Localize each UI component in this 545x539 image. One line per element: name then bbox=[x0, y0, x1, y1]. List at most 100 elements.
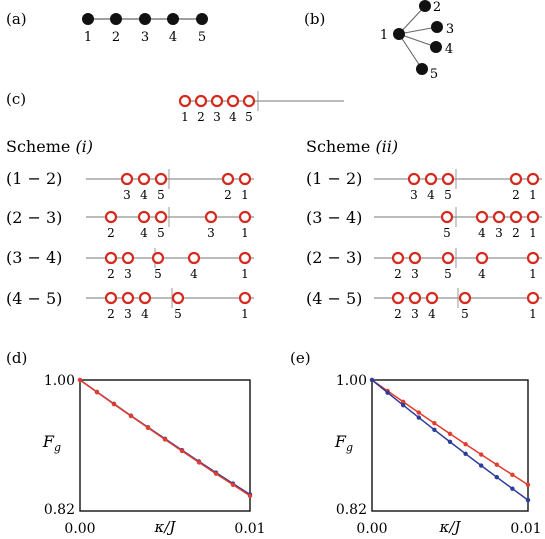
scheme-ii-ring bbox=[391, 251, 405, 265]
scheme-ii-ring bbox=[425, 291, 439, 305]
star-b-bond bbox=[398, 5, 426, 35]
scheme-i-site-label: 1 bbox=[241, 226, 249, 240]
chart-d-data-point bbox=[94, 389, 100, 395]
chart-e-data-point bbox=[525, 482, 531, 487]
star-b-bond bbox=[398, 33, 437, 48]
scheme-i-site-label: 3 bbox=[124, 267, 132, 281]
scheme-i-ring bbox=[121, 291, 135, 305]
scheme-ii-ring bbox=[408, 251, 422, 265]
scheme-ii-ring bbox=[526, 210, 540, 224]
scheme-ii-ring bbox=[424, 172, 438, 186]
chart-e-data-point bbox=[432, 427, 437, 432]
chart-d-data-point bbox=[213, 471, 219, 476]
star-b-leaf-node bbox=[431, 21, 443, 33]
scheme-i-ring bbox=[104, 210, 118, 224]
scheme-i-site-label: 4 bbox=[140, 188, 148, 202]
scheme-i-site-label: 3 bbox=[124, 307, 132, 321]
scheme-ii-row-label: (3 − 4) bbox=[306, 208, 362, 227]
scheme-ii-site-label: 4 bbox=[478, 226, 486, 240]
chain-c-ring bbox=[194, 94, 208, 108]
scheme-i-ring bbox=[154, 172, 168, 186]
scheme-ii-site-label: 3 bbox=[410, 188, 418, 202]
chain-a: 1 2 3 4 5 bbox=[82, 13, 208, 45]
chart-e-data-point bbox=[385, 390, 390, 395]
scheme-ii-ring bbox=[509, 210, 523, 224]
scheme-i-title: Scheme (i) bbox=[6, 137, 93, 156]
chart-e-data-point bbox=[447, 439, 453, 445]
chart-e-data-point bbox=[479, 452, 484, 457]
scheme-ii-row-label: (4 − 5) bbox=[306, 289, 362, 308]
chart-e: 1.00 0.82 0.00 0.01 κ/J Fg bbox=[334, 373, 542, 537]
star-b-leaf-node bbox=[419, 0, 431, 12]
star-b-leaf-label: 2 bbox=[433, 0, 441, 15]
chart-d: 1.00 0.82 0.00 0.01 κ/J Fg bbox=[42, 373, 266, 537]
scheme-ii-site-label: 5 bbox=[461, 307, 469, 321]
scheme-i-site-label: 3 bbox=[123, 188, 131, 202]
chain-c-label: 5 bbox=[245, 110, 253, 124]
chart-e-data-point bbox=[463, 451, 468, 456]
scheme-i-ring bbox=[104, 251, 118, 265]
chart-e-ytick: 1.00 bbox=[336, 373, 367, 389]
scheme-ii-ring bbox=[475, 210, 489, 224]
scheme-i-ring bbox=[238, 172, 252, 186]
scheme-i-title-roman: (i) bbox=[75, 137, 93, 156]
scheme-i-site-label: 4 bbox=[140, 226, 148, 240]
scheme-i-title-word: Scheme bbox=[6, 137, 70, 156]
chain-c-label: 1 bbox=[181, 110, 189, 124]
scheme-ii-site-label: 1 bbox=[529, 307, 537, 321]
chart-d-xtick: 0.01 bbox=[234, 521, 265, 537]
scheme-i-ring bbox=[204, 210, 218, 224]
chain-c-ring bbox=[226, 94, 240, 108]
chart-e-xlabel: κ/J bbox=[439, 518, 462, 536]
chart-e-xtick: 0.00 bbox=[356, 521, 387, 537]
scheme-i-row-label: (1 − 2) bbox=[6, 169, 62, 188]
chart-e-data-point bbox=[510, 486, 515, 491]
scheme-i-site-label: 2 bbox=[107, 307, 115, 321]
scheme-ii-site-label: 2 bbox=[512, 226, 520, 240]
panel-label-d: (d) bbox=[6, 349, 27, 367]
scheme-ii-ring bbox=[526, 172, 540, 186]
chart-d-data-point bbox=[230, 482, 236, 487]
scheme-i-row-label: (3 − 4) bbox=[6, 248, 62, 267]
chain-a-node bbox=[167, 13, 179, 25]
scheme-i-site-label: 5 bbox=[157, 188, 165, 202]
chart-e-ylabel: Fg bbox=[334, 432, 353, 454]
chain-c-label: 3 bbox=[213, 110, 221, 124]
chain-a-label: 5 bbox=[198, 30, 206, 45]
chain-a-label: 2 bbox=[112, 30, 120, 45]
scheme-ii-site-label: 4 bbox=[478, 267, 486, 281]
chart-d-data-point bbox=[196, 460, 202, 465]
chart-d-frame bbox=[79, 379, 251, 512]
scheme-i-site-label: 2 bbox=[107, 267, 115, 281]
scheme-i-site-label: 1 bbox=[241, 188, 249, 202]
chart-d-data-point bbox=[145, 425, 151, 431]
scheme-ii-site-label: 5 bbox=[444, 188, 452, 202]
scheme-ii-ring bbox=[458, 291, 472, 305]
chart-d-ytick: 0.82 bbox=[44, 502, 75, 518]
chart-d-data-point bbox=[77, 377, 83, 383]
chart-d-ylabel: Fg bbox=[42, 432, 61, 454]
chart-e-data-point bbox=[369, 377, 375, 383]
chart-e-data-point bbox=[432, 421, 437, 426]
scheme-i-ring bbox=[238, 210, 252, 224]
scheme-i-ring bbox=[171, 291, 185, 305]
scheme-i-ring bbox=[187, 251, 201, 265]
chain-a-node bbox=[139, 13, 151, 25]
panel-label-e: (e) bbox=[290, 349, 311, 367]
scheme-i-ring bbox=[104, 291, 118, 305]
scheme-ii-ring bbox=[509, 172, 523, 186]
scheme-i-chains: 3 4 5 2 12 4 5 3 12 3 5 4 12 3 4 5 1 bbox=[86, 169, 254, 321]
scheme-ii-ring bbox=[441, 251, 455, 265]
scheme-i-site-label: 5 bbox=[174, 307, 182, 321]
scheme-i-ring bbox=[120, 172, 134, 186]
scheme-i-ring bbox=[121, 251, 135, 265]
chart-e-data-point bbox=[416, 410, 421, 415]
panel-label-b: (b) bbox=[304, 10, 325, 28]
scheme-i-site-label: 5 bbox=[154, 267, 162, 281]
scheme-ii-title: Scheme (ii) bbox=[306, 137, 398, 156]
chart-e-data-point bbox=[416, 415, 421, 420]
star-b-center-node bbox=[393, 28, 405, 40]
scheme-ii-ring bbox=[492, 210, 506, 224]
scheme-ii-chains: 3 4 5 2 15 4 3 2 12 3 5 4 12 3 4 5 1 bbox=[374, 169, 542, 321]
chain-c-label: 4 bbox=[229, 110, 237, 124]
